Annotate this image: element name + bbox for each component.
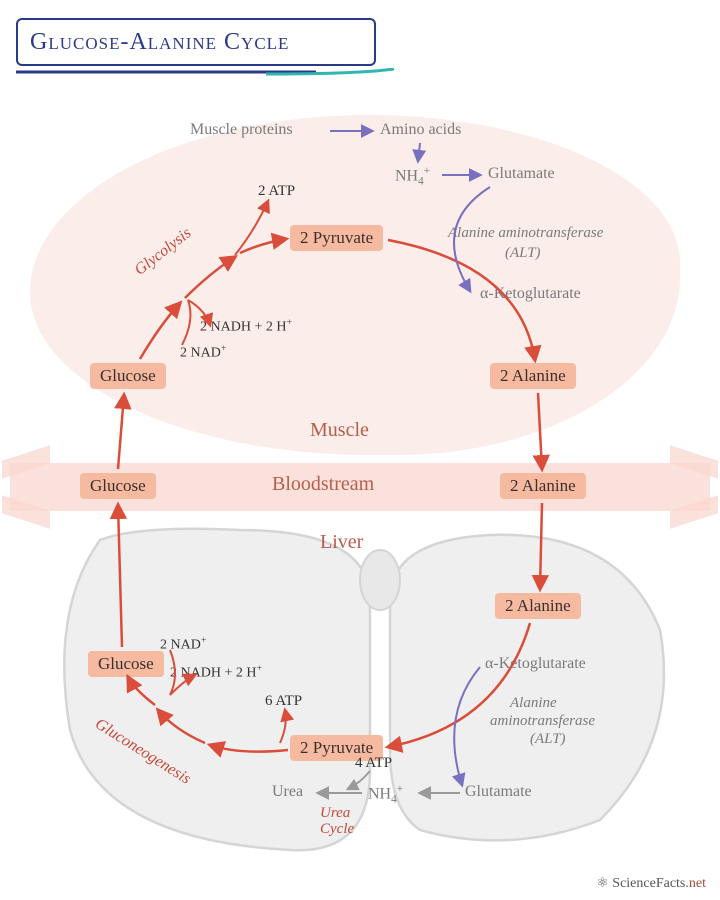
label-alt-bot-1: Alanine <box>510 695 557 712</box>
label-alt-bot-2: aminotransferase <box>490 713 595 730</box>
atom-icon: ⚛ <box>596 876 609 891</box>
label-4atp: 4 ATP <box>355 755 392 772</box>
label-akg-bot: α-Ketoglutarate <box>485 655 586 673</box>
label-6atp: 6 ATP <box>265 693 302 710</box>
label-nh4-bot: NH4+ <box>368 783 403 806</box>
title-bar: Glucose-Alanine Cycle <box>16 18 376 66</box>
label-urea-cycle-2: Cycle <box>320 821 354 838</box>
label-muscle-proteins: Muscle proteins <box>190 121 293 139</box>
label-alt-bot-3: (ALT) <box>530 731 566 748</box>
region-blood-label: Bloodstream <box>272 473 374 496</box>
node-alanine-muscle: 2 Alanine <box>490 363 576 389</box>
label-nadh-bot: 2 NADH + 2 H+ <box>170 663 262 682</box>
region-liver-label: Liver <box>320 531 363 554</box>
node-glucose-blood: Glucose <box>80 473 156 499</box>
title-underline <box>16 68 396 76</box>
watermark-brand: ScienceFacts <box>612 876 685 891</box>
page-title: Glucose-Alanine Cycle <box>30 29 289 56</box>
label-urea-cycle-1: Urea <box>320 805 350 822</box>
label-akg-top: α-Ketoglutarate <box>480 285 581 303</box>
label-alt-top-1: Alanine aminotransferase <box>448 225 603 242</box>
liver-region <box>40 510 680 860</box>
watermark: ⚛ ScienceFacts.net <box>596 875 706 892</box>
label-amino-acids: Amino acids <box>380 121 461 139</box>
label-nadh-top: 2 NADH + 2 H+ <box>200 317 292 336</box>
label-nad-bot: 2 NAD+ <box>160 635 206 654</box>
label-nh4-top: NH4+ <box>395 165 430 188</box>
watermark-tld: .net <box>685 876 706 891</box>
node-alanine-blood: 2 Alanine <box>500 473 586 499</box>
label-2atp: 2 ATP <box>258 183 295 200</box>
muscle-region <box>30 115 680 455</box>
label-urea: Urea <box>272 783 303 801</box>
label-glutamate-bot: Glutamate <box>465 783 532 801</box>
label-alt-top-2: (ALT) <box>505 245 541 262</box>
node-pyruvate-muscle: 2 Pyruvate <box>290 225 383 251</box>
node-glucose-muscle: Glucose <box>90 363 166 389</box>
diagram-area: Muscle Bloodstream Liver 2 Pyruvate 2 Al… <box>10 95 710 885</box>
node-glucose-liver: Glucose <box>88 651 164 677</box>
region-muscle-label: Muscle <box>310 419 369 442</box>
label-nad-top: 2 NAD+ <box>180 343 226 362</box>
node-alanine-liver: 2 Alanine <box>495 593 581 619</box>
label-glutamate-top: Glutamate <box>488 165 555 183</box>
